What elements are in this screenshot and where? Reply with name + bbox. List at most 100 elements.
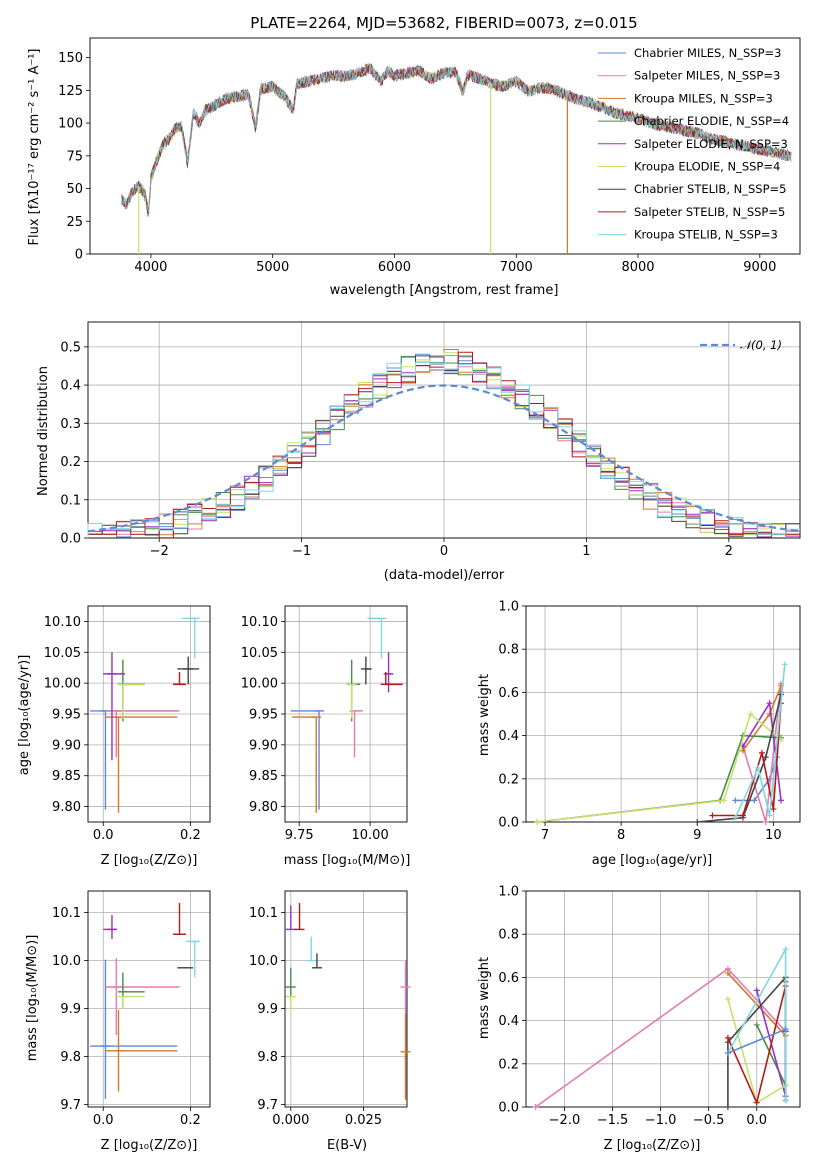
y-tick-label: 1.0 — [498, 885, 519, 900]
weight-line — [727, 1028, 786, 1054]
y-tick-label: 125 — [58, 84, 83, 99]
weight-point — [724, 970, 731, 977]
weight-point — [534, 819, 541, 825]
y-tick-label: 0.8 — [498, 643, 519, 658]
legend-label: Chabrier STELIB, N_SSP=5 — [634, 182, 786, 196]
y-tick-label: 0.3 — [60, 417, 81, 432]
y-tick-label: 0.6 — [498, 686, 519, 701]
mwage-xlabel: age [log₁₀(age/yr)] — [592, 853, 713, 868]
mwz-xlabel: Z [log₁₀(Z/Z⊙)] — [604, 1138, 701, 1153]
y-tick-label: 1.0 — [498, 600, 519, 615]
x-tick-label: 9000 — [743, 260, 776, 275]
hist-ylabel: Normed distribution — [36, 366, 51, 496]
plot-frame — [525, 605, 801, 823]
x-tick-label: 0.025 — [345, 1113, 382, 1128]
weight-point — [782, 946, 789, 953]
y-tick-label: 10.10 — [241, 615, 278, 630]
y-tick-label: 9.8 — [257, 1050, 278, 1065]
y-tick-label: 10.00 — [44, 677, 81, 692]
plot-frame — [87, 890, 211, 1108]
x-tick-label: 10.00 — [352, 828, 389, 843]
massebv-xlabel: E(B-V) — [327, 1138, 367, 1153]
y-tick-label: 9.85 — [52, 769, 81, 784]
massz-ylabel: mass [log₁₀(M/M⊙)] — [25, 935, 40, 1062]
weight-point — [758, 749, 765, 756]
y-tick-label: 10.00 — [241, 677, 278, 692]
x-tick-label: 9 — [693, 828, 701, 843]
x-tick-label: 2 — [725, 544, 733, 559]
massweight-vs-age-panel: age [log₁₀(age/yr)] mass weight 7 8 9 10 0.0… — [477, 600, 801, 868]
y-tick-label: 0.2 — [498, 1057, 519, 1072]
agez-ylabel: age [log₁₀(age/yr)] — [17, 655, 32, 776]
weight-line — [734, 664, 786, 819]
y-tick-label: 50 — [66, 182, 83, 197]
histogram-series — [87, 351, 800, 539]
x-tick-label: 0.0 — [93, 828, 114, 843]
weight-point — [709, 812, 716, 819]
plot-frame — [525, 890, 801, 1108]
x-tick-label: 8 — [617, 828, 625, 843]
y-tick-label: 0.4 — [60, 379, 81, 394]
y-tick-label: 9.9 — [257, 1002, 278, 1017]
y-tick-label: 10.05 — [241, 646, 278, 661]
legend-label: Chabrier MILES, N_SSP=3 — [634, 46, 781, 60]
weight-line — [537, 712, 782, 823]
normal-reference-curve — [87, 384, 801, 533]
x-tick-label: 8000 — [621, 260, 654, 275]
y-tick-label: 0 — [75, 248, 83, 263]
weight-point — [766, 700, 773, 707]
x-tick-label: 1 — [582, 544, 590, 559]
weight-point — [751, 797, 758, 804]
weight-point — [753, 987, 760, 994]
weight-point — [724, 996, 731, 1002]
legend-label: Salpeter STELIB, N_SSP=5 — [634, 205, 785, 219]
massweight-vs-z-panel: Z [log₁₀(Z/Z⊙)] mass weight −2.0 −1.5 −1.0… — [477, 885, 801, 1153]
weight-point — [753, 1021, 760, 1028]
y-tick-label: 9.8 — [60, 1050, 81, 1065]
legend-label: Kroupa MILES, N_SSP=3 — [634, 91, 773, 105]
weight-point — [777, 797, 784, 804]
y-tick-label: 100 — [58, 117, 83, 132]
x-tick-label: −2 — [150, 544, 169, 559]
y-tick-label: 9.9 — [60, 1002, 81, 1017]
y-tick-label: 0.4 — [498, 729, 519, 744]
x-tick-label: 4000 — [134, 260, 167, 275]
weight-point — [724, 1104, 731, 1110]
plot-frame — [284, 605, 408, 823]
weight-point — [762, 754, 769, 761]
weight-point — [747, 711, 754, 717]
y-tick-label: 0.2 — [60, 455, 81, 470]
y-tick-label: 9.95 — [249, 708, 278, 723]
x-tick-label: −0.5 — [693, 1113, 725, 1128]
age-vs-mass-panel: mass [log₁₀(M/M⊙)] 9.75 10.00 9.80 9.85 9.90… — [241, 605, 410, 868]
histogram-series — [87, 361, 800, 538]
x-tick-label: 0 — [440, 544, 448, 559]
y-tick-label: 9.80 — [249, 800, 278, 815]
y-tick-label: 10.05 — [44, 646, 81, 661]
weight-line — [697, 694, 782, 823]
age-vs-z-panel: Z [log₁₀(Z/Z⊙)] age [log₁₀(age/yr)] 0.0 0… — [17, 605, 211, 868]
x-tick-label: −1.0 — [645, 1113, 677, 1128]
x-tick-label: 0.0 — [93, 1113, 114, 1128]
y-tick-label: 9.90 — [52, 738, 81, 753]
mass-vs-ebv-panel: E(B-V) 0.000 0.025 9.7 9.8 9.9 10.0 10.1 — [249, 890, 411, 1153]
y-tick-label: 10.0 — [249, 954, 278, 969]
y-tick-label: 0.2 — [498, 772, 519, 787]
y-tick-label: 25 — [66, 215, 83, 230]
y-tick-label: 0.0 — [60, 532, 81, 547]
weight-point — [766, 812, 773, 819]
x-tick-label: −1 — [292, 544, 311, 559]
x-tick-label: 0.0 — [746, 1113, 767, 1128]
x-tick-label: 0.000 — [272, 1113, 309, 1128]
x-tick-label: 0.2 — [180, 828, 201, 843]
weight-point — [782, 1097, 789, 1104]
weight-point — [753, 1099, 760, 1106]
y-tick-label: 0.6 — [498, 971, 519, 986]
y-tick-label: 0.0 — [498, 1101, 519, 1116]
plot-frame — [89, 37, 801, 255]
weight-point — [724, 1034, 731, 1041]
y-tick-label: 9.90 — [249, 738, 278, 753]
mwage-ylabel: mass weight — [477, 674, 492, 756]
y-tick-label: 75 — [66, 149, 83, 164]
